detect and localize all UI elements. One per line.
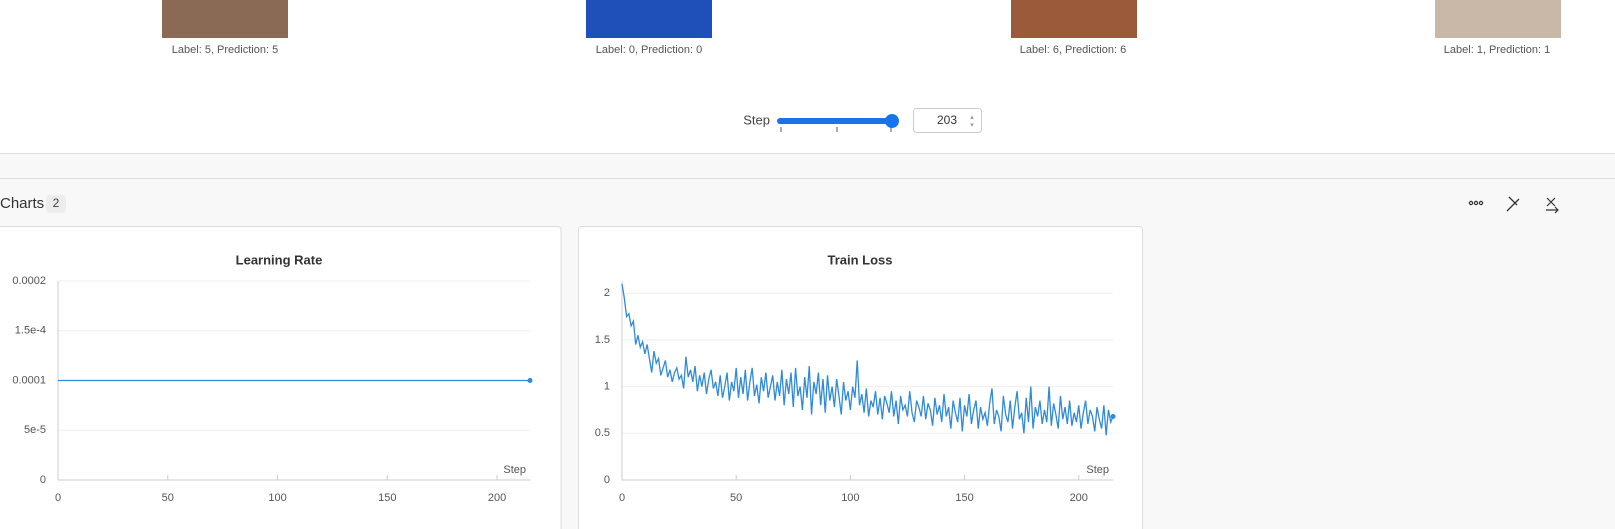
y-tick-label: 5e-5 <box>24 424 46 436</box>
section-title[interactable]: Charts <box>0 195 44 212</box>
y-tick-label: 1 <box>604 380 610 392</box>
last-point <box>527 378 533 383</box>
y-tick-label: 0 <box>604 474 610 486</box>
x-tick-label: 50 <box>730 492 742 504</box>
last-point <box>1110 413 1116 419</box>
slider-label: Step <box>743 112 770 127</box>
y-tick-label: 0.0002 <box>12 275 46 287</box>
chart-title: Train Loss <box>827 252 892 267</box>
chart-panel <box>0 226 562 529</box>
chart-panel <box>578 226 1143 529</box>
step-input[interactable] <box>913 108 982 133</box>
x-tick-label: 50 <box>162 492 174 504</box>
chart-title: Learning Rate <box>236 252 323 267</box>
spinner[interactable]: ▾ <box>970 122 974 129</box>
image-caption: Label: 5, Prediction: 5 <box>172 44 278 56</box>
x-tick-label: 100 <box>268 492 286 504</box>
x-tick-label: 0 <box>619 492 625 504</box>
image-caption: Label: 0, Prediction: 0 <box>596 44 702 56</box>
y-tick-label: 1.5 <box>595 334 610 346</box>
more-icon[interactable] <box>1468 200 1484 206</box>
y-tick-label: 0 <box>40 474 46 486</box>
x-axis-icon[interactable] <box>1546 197 1559 214</box>
thumbnail[interactable] <box>1011 0 1137 38</box>
y-tick-label: 0.0001 <box>12 374 46 386</box>
y-tick-label: 1.5e-4 <box>15 325 46 337</box>
thumbnail[interactable] <box>162 0 288 38</box>
x-tick-label: 150 <box>955 492 973 504</box>
image-caption: Label: 1, Prediction: 1 <box>1444 44 1550 56</box>
image-caption: Label: 6, Prediction: 6 <box>1020 44 1126 56</box>
x-axis-label: Step <box>503 464 526 476</box>
x-tick-label: 150 <box>378 492 396 504</box>
section-count: 2 <box>53 196 60 210</box>
thumbnail[interactable] <box>586 0 712 38</box>
x-tick-label: 200 <box>488 492 506 504</box>
slider-knob[interactable] <box>885 114 899 128</box>
pin-icon[interactable] <box>1506 196 1520 212</box>
x-tick-label: 0 <box>55 492 61 504</box>
thumbnail[interactable] <box>1435 0 1561 38</box>
x-axis-label: Step <box>1086 464 1109 476</box>
charts: Learning Rate 0 5e-5 0.0001 1.5e-4 0.0002 0 50 1… <box>12 252 1116 504</box>
step-value: 203 <box>937 113 957 127</box>
count-badge <box>46 195 66 213</box>
y-tick-label: 0.5 <box>595 427 610 439</box>
x-tick-label: 200 <box>1070 492 1088 504</box>
line-series <box>621 283 1114 436</box>
x-tick-label: 100 <box>841 492 859 504</box>
spinner[interactable]: ▴ <box>970 114 974 121</box>
y-tick-label: 2 <box>604 287 610 299</box>
